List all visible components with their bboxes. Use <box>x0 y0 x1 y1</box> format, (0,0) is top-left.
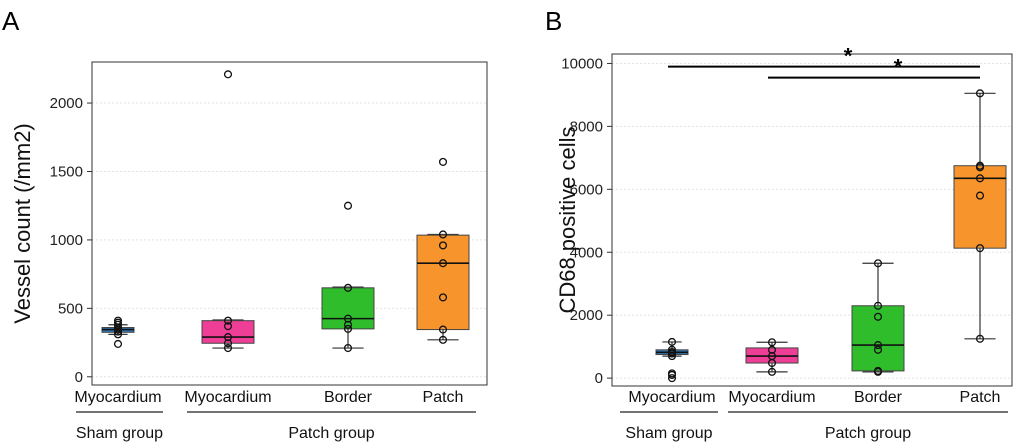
significance-star: * <box>844 44 853 69</box>
data-point <box>343 343 353 353</box>
category-label: Myocardium <box>728 389 815 406</box>
data-point <box>667 369 677 378</box>
y-tick-label: 8000 <box>570 118 603 135</box>
data-point <box>667 347 677 357</box>
data-point <box>438 230 448 239</box>
category-label: Patch <box>423 389 464 406</box>
data-point <box>767 367 777 376</box>
category-label: Myocardium <box>184 389 271 406</box>
category-label: Border <box>854 389 903 406</box>
data-point <box>873 341 883 350</box>
data-point <box>438 335 448 344</box>
data-point <box>667 345 677 354</box>
box-3 <box>953 89 1007 343</box>
panel-a: A 0 500 1000 1500 2000 Vessel count (/mm2) Myoc… <box>2 6 488 442</box>
y-tick-label: 1500 <box>50 163 83 180</box>
data-point <box>438 259 448 268</box>
data-point <box>438 241 448 250</box>
data-point <box>975 89 985 98</box>
data-point <box>975 161 985 170</box>
data-point <box>873 366 883 375</box>
y-tick-label: 500 <box>58 300 83 317</box>
data-point <box>223 322 233 331</box>
data-point <box>975 174 985 183</box>
group-label-sham: Sham group <box>625 425 712 442</box>
y-tick-label: 4000 <box>570 244 603 261</box>
y-tick-label: 6000 <box>570 181 603 198</box>
panel-label: B <box>545 6 562 36</box>
y-axis-label: Vessel count (/mm2) <box>10 123 35 324</box>
data-point <box>438 293 448 302</box>
category-label: Border <box>324 389 373 406</box>
data-point <box>113 316 123 325</box>
box-0 <box>101 316 135 348</box>
data-point <box>223 70 233 79</box>
box-3 <box>416 157 470 344</box>
box-2 <box>851 259 905 376</box>
box-0 <box>655 337 689 383</box>
data-point <box>975 191 985 200</box>
data-point <box>223 333 233 342</box>
box-rect <box>851 305 905 372</box>
data-point <box>438 325 448 334</box>
data-point <box>667 337 677 346</box>
box-2 <box>321 201 375 353</box>
box-1 <box>201 70 255 353</box>
data-point <box>343 314 353 323</box>
group-label-sham: Sham group <box>76 425 163 442</box>
data-point <box>113 339 123 348</box>
y-tick-label: 1000 <box>50 232 83 249</box>
data-point <box>223 343 233 353</box>
y-tick-label: 2000 <box>570 307 603 324</box>
data-point <box>873 259 883 268</box>
y-tick-label: 0 <box>595 370 603 387</box>
box-rect <box>953 165 1007 249</box>
plot-frame <box>611 53 1013 387</box>
data-point <box>767 338 777 347</box>
box-rect <box>416 234 470 331</box>
data-point <box>975 244 985 253</box>
data-point <box>667 374 677 383</box>
significance-star: * <box>894 55 903 80</box>
box-rect <box>321 287 375 330</box>
data-point <box>223 316 233 325</box>
data-point <box>343 283 353 292</box>
data-point <box>873 345 883 354</box>
y-axis-label: CD68 positive cells <box>555 126 580 313</box>
group-label-patch: Patch group <box>288 425 374 442</box>
y-tick-label: 0 <box>75 369 83 386</box>
panel-b: B 0 2000 4000 6000 8000 10000 CD68 positive cel… <box>545 6 1013 442</box>
data-point <box>343 324 353 333</box>
category-label: Patch <box>960 389 1001 406</box>
data-point <box>873 301 883 310</box>
box-1 <box>745 338 799 376</box>
data-point <box>975 334 985 343</box>
data-point <box>343 201 353 210</box>
y-tick-label: 10000 <box>561 55 603 72</box>
data-point <box>767 345 777 354</box>
data-point <box>873 312 883 321</box>
plot-frame <box>91 61 488 386</box>
category-label: Myocardium <box>74 389 161 406</box>
data-point <box>438 157 448 166</box>
group-label-patch: Patch group <box>825 425 911 442</box>
panel-label: A <box>2 6 20 36</box>
y-tick-label: 2000 <box>50 95 83 112</box>
category-label: Myocardium <box>628 389 715 406</box>
